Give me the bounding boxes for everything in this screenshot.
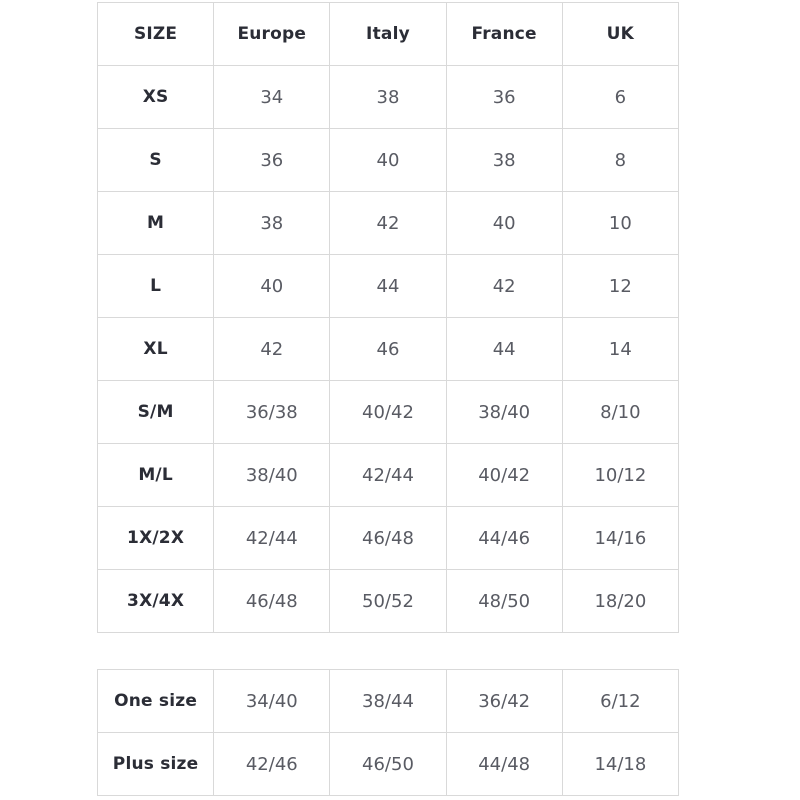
- value-cell-uk: 10/12: [561, 443, 680, 507]
- value-cell-italy: 46/50: [329, 732, 447, 796]
- value-cell-uk: 18/20: [561, 569, 680, 633]
- column-header-uk: UK: [561, 2, 680, 66]
- value-cell-europe: 42: [213, 317, 331, 381]
- value-cell-uk: 8: [561, 128, 680, 192]
- size-cell: 3X/4X: [96, 569, 215, 633]
- value-cell-uk: 14: [561, 317, 680, 381]
- value-cell-france: 38/40: [445, 380, 563, 444]
- size-cell: L: [96, 254, 215, 318]
- value-cell-france: 48/50: [445, 569, 563, 633]
- table-row-ml: M/L 38/40 42/44 40/42 10/12: [96, 443, 680, 507]
- table-gap: [97, 633, 679, 669]
- size-cell: 1X/2X: [96, 506, 215, 570]
- size-cell: XS: [96, 65, 215, 129]
- table-row-3x4x: 3X/4X 46/48 50/52 48/50 18/20: [96, 569, 680, 633]
- size-cell: XL: [96, 317, 215, 381]
- value-cell-france: 36: [445, 65, 563, 129]
- table-row-1x2x: 1X/2X 42/44 46/48 44/46 14/16: [96, 506, 680, 570]
- table-row-s: S 36 40 38 8: [96, 128, 680, 192]
- special-sizes-table: One size 34/40 38/44 36/42 6/12 Plus siz…: [96, 669, 680, 796]
- value-cell-uk: 6/12: [561, 669, 680, 733]
- value-cell-italy: 50/52: [329, 569, 447, 633]
- value-cell-europe: 36/38: [213, 380, 331, 444]
- value-cell-europe: 40: [213, 254, 331, 318]
- column-header-europe: Europe: [213, 2, 331, 66]
- value-cell-italy: 46: [329, 317, 447, 381]
- column-header-size: SIZE: [96, 2, 215, 66]
- value-cell-uk: 12: [561, 254, 680, 318]
- table-row-m: M 38 42 40 10: [96, 191, 680, 255]
- value-cell-france: 38: [445, 128, 563, 192]
- table-row-one-size: One size 34/40 38/44 36/42 6/12: [96, 669, 680, 733]
- value-cell-italy: 38/44: [329, 669, 447, 733]
- value-cell-italy: 46/48: [329, 506, 447, 570]
- value-cell-italy: 40: [329, 128, 447, 192]
- column-header-france: France: [445, 2, 563, 66]
- value-cell-uk: 8/10: [561, 380, 680, 444]
- value-cell-europe: 42/46: [213, 732, 331, 796]
- value-cell-uk: 14/16: [561, 506, 680, 570]
- value-cell-europe: 34/40: [213, 669, 331, 733]
- value-cell-france: 42: [445, 254, 563, 318]
- value-cell-uk: 10: [561, 191, 680, 255]
- table-row-xs: XS 34 38 36 6: [96, 65, 680, 129]
- size-cell: S: [96, 128, 215, 192]
- value-cell-europe: 38: [213, 191, 331, 255]
- value-cell-italy: 42: [329, 191, 447, 255]
- size-conversion-table-header: SIZE Europe Italy France UK: [96, 2, 680, 66]
- value-cell-italy: 44: [329, 254, 447, 318]
- value-cell-france: 44: [445, 317, 563, 381]
- table-row-l: L 40 44 42 12: [96, 254, 680, 318]
- size-cell: Plus size: [96, 732, 215, 796]
- value-cell-europe: 38/40: [213, 443, 331, 507]
- value-cell-europe: 46/48: [213, 569, 331, 633]
- value-cell-italy: 40/42: [329, 380, 447, 444]
- value-cell-france: 36/42: [445, 669, 563, 733]
- column-header-italy: Italy: [329, 2, 447, 66]
- size-chart: SIZE Europe Italy France UK XS 34 38 36 …: [96, 2, 680, 796]
- value-cell-europe: 36: [213, 128, 331, 192]
- table-row-sm: S/M 36/38 40/42 38/40 8/10: [96, 380, 680, 444]
- value-cell-europe: 42/44: [213, 506, 331, 570]
- value-cell-france: 44/48: [445, 732, 563, 796]
- size-cell: One size: [96, 669, 215, 733]
- value-cell-europe: 34: [213, 65, 331, 129]
- value-cell-france: 40: [445, 191, 563, 255]
- value-cell-italy: 42/44: [329, 443, 447, 507]
- size-conversion-table: SIZE Europe Italy France UK XS 34 38 36 …: [96, 2, 680, 633]
- value-cell-uk: 14/18: [561, 732, 680, 796]
- size-conversion-table-body: XS 34 38 36 6 S 36 40 38 8 M 38 42 40 10: [96, 65, 680, 633]
- value-cell-italy: 38: [329, 65, 447, 129]
- table-row-xl: XL 42 46 44 14: [96, 317, 680, 381]
- special-sizes-table-body: One size 34/40 38/44 36/42 6/12 Plus siz…: [96, 669, 680, 796]
- size-cell: S/M: [96, 380, 215, 444]
- value-cell-france: 44/46: [445, 506, 563, 570]
- value-cell-france: 40/42: [445, 443, 563, 507]
- size-cell: M: [96, 191, 215, 255]
- table-row-plus-size: Plus size 42/46 46/50 44/48 14/18: [96, 732, 680, 796]
- value-cell-uk: 6: [561, 65, 680, 129]
- size-cell: M/L: [96, 443, 215, 507]
- header-row: SIZE Europe Italy France UK: [96, 2, 680, 66]
